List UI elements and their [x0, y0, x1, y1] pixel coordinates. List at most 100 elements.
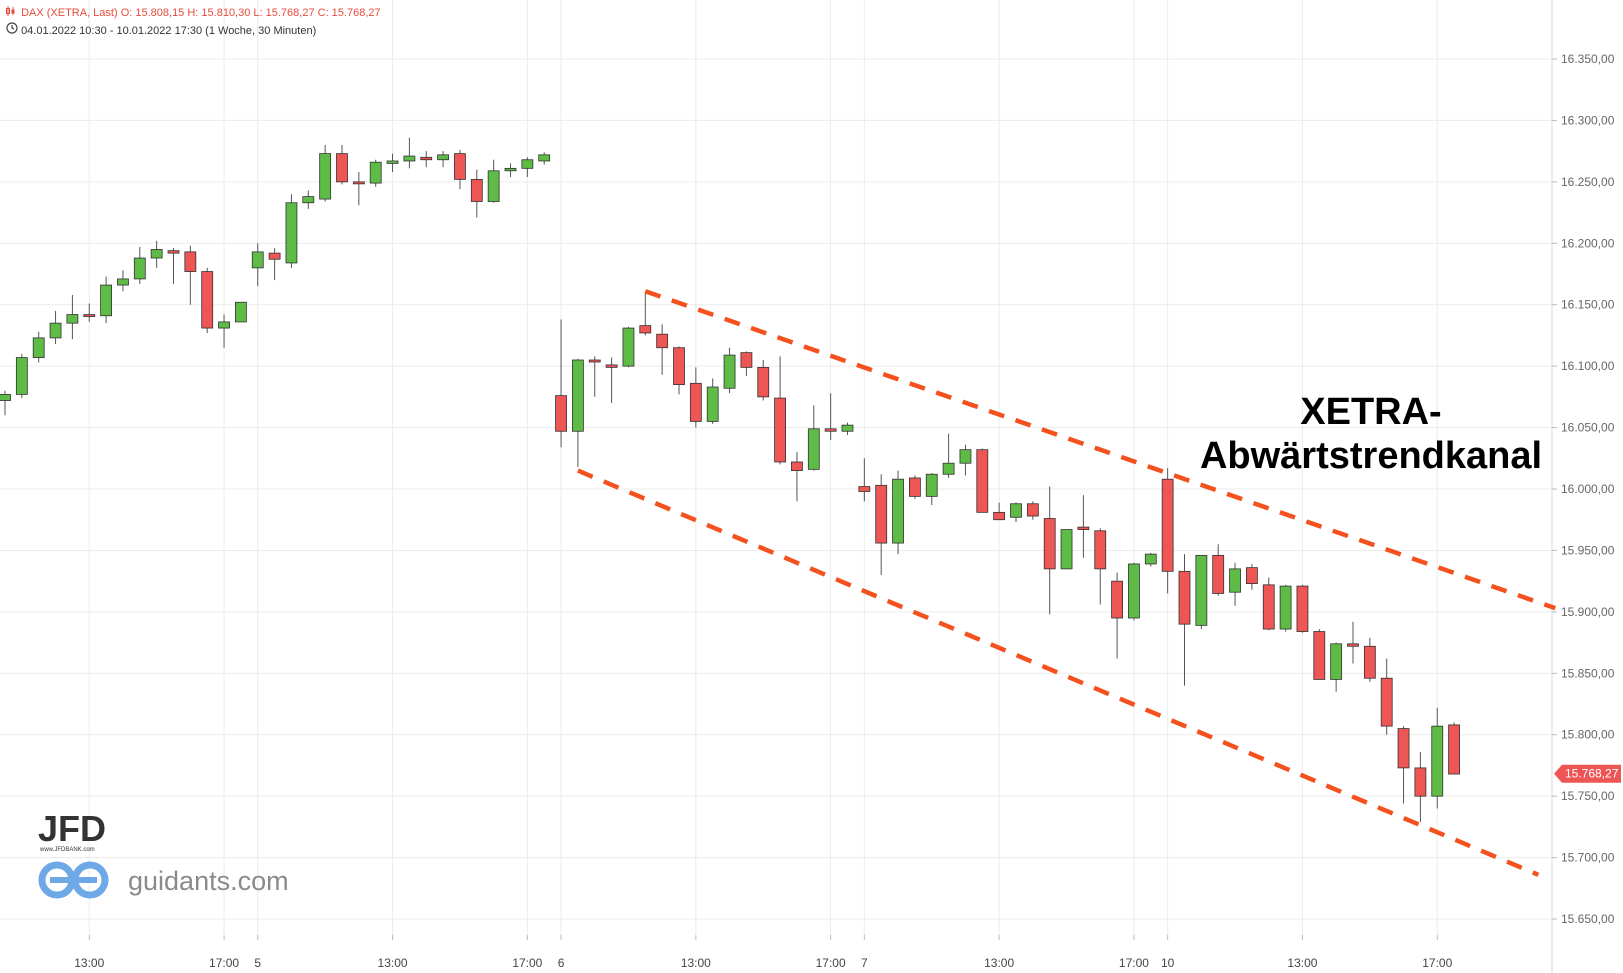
candle-down — [1111, 580, 1123, 619]
candle-up — [925, 473, 938, 497]
y-tick-label: 15.900,00 — [1561, 605, 1615, 619]
candle-up — [1279, 585, 1292, 630]
candle-down — [201, 271, 214, 329]
candle-up — [66, 314, 79, 324]
x-tick-label: 17:00 — [512, 956, 542, 970]
last-price-tag: 15.768,27 — [1554, 764, 1621, 783]
candle-up — [723, 354, 736, 389]
x-tick-label: 13:00 — [681, 956, 711, 970]
candle-down — [83, 314, 96, 317]
candle-up — [504, 167, 517, 172]
y-tick-label: 16.250,00 — [1561, 175, 1615, 189]
candle-up — [251, 251, 264, 269]
candle-down — [1363, 645, 1376, 679]
x-tick-label: 10 — [1161, 956, 1175, 970]
y-tick-label: 16.300,00 — [1561, 113, 1615, 127]
candle-up — [218, 321, 230, 329]
candle-up — [319, 153, 332, 200]
candle-up — [1431, 725, 1444, 797]
y-tick-label: 16.100,00 — [1561, 359, 1615, 373]
x-tick-label: 17:00 — [1422, 956, 1452, 970]
candle-down — [639, 325, 652, 334]
candle-down — [1246, 567, 1258, 585]
candle-down — [588, 359, 601, 363]
candle-down — [1178, 570, 1191, 625]
candle-down — [656, 333, 669, 349]
candle-up — [572, 359, 584, 432]
x-tick-label: 13:00 — [984, 956, 1014, 970]
y-tick-label: 16.050,00 — [1561, 421, 1615, 435]
candle-up — [234, 301, 247, 323]
candle-up — [1330, 643, 1343, 680]
x-axis[interactable]: 13:00 17:00 5 13:00 17:00 6 13:00 17:00 7 13:00 17… — [74, 935, 1453, 970]
candle-down — [1212, 554, 1225, 594]
candle-down — [858, 486, 871, 492]
grid-lines — [0, 0, 1552, 935]
candle-down — [993, 511, 1006, 521]
x-tick-label: 6 — [558, 956, 565, 970]
x-tick-label: 17:00 — [816, 956, 846, 970]
candle-down — [167, 250, 180, 254]
candle-up — [15, 357, 28, 395]
candle-down — [470, 179, 483, 202]
candle-down — [1026, 503, 1039, 517]
candle-down — [352, 181, 365, 185]
y-tick-label: 15.700,00 — [1561, 851, 1615, 865]
candle-down — [555, 395, 567, 432]
x-tick-label: 13:00 — [74, 956, 104, 970]
candle-up — [49, 322, 62, 339]
y-tick-label: 16.150,00 — [1561, 298, 1615, 312]
y-tick-label: 15.850,00 — [1561, 666, 1615, 680]
candle-down — [1077, 526, 1090, 530]
candle-down — [757, 366, 770, 398]
y-tick-label: 16.000,00 — [1561, 482, 1615, 496]
trendline-lower-channel — [577, 468, 1540, 877]
y-tick-label: 15.950,00 — [1561, 543, 1615, 557]
candle-up — [302, 196, 315, 204]
candle-down — [1313, 631, 1326, 680]
candle-up — [369, 161, 382, 184]
candle-down — [875, 484, 888, 544]
candle-down — [1296, 585, 1309, 632]
y-tick-label: 15.650,00 — [1561, 912, 1615, 926]
guidants-watermark: guidants.com — [38, 861, 289, 899]
candle-up — [133, 257, 146, 280]
candle-down — [454, 153, 466, 180]
period-header: 04.01.2022 10:30 - 10.01.2022 17:30 (1 W… — [6, 22, 316, 37]
candle-down — [689, 382, 702, 422]
candle-up — [942, 462, 955, 475]
candle-up — [285, 202, 298, 264]
y-axis[interactable]: 16.350,00 16.300,00 16.250,00 16.200,00 16.1… — [1552, 52, 1615, 926]
candle-up — [100, 284, 112, 317]
candle-down — [824, 428, 837, 432]
candle-down — [976, 449, 989, 513]
x-tick-label: 17:00 — [209, 956, 239, 970]
candle-down — [673, 347, 685, 385]
candle-down — [1161, 478, 1174, 572]
candle-up — [1128, 563, 1140, 619]
period-text: 04.01.2022 10:30 - 10.01.2022 17:30 (1 W… — [21, 25, 317, 37]
candle-up — [892, 478, 904, 544]
candle-up — [1060, 529, 1073, 570]
candle-down — [791, 461, 803, 471]
headline-line-2: Abwärtstrendkanal — [1200, 435, 1542, 477]
candles — [0, 137, 1460, 822]
chart-headline: XETRA- Abwärtstrendkanal — [1200, 391, 1542, 477]
jfd-watermark: JFD www.JFDBANK.com — [38, 808, 106, 853]
candle-down — [1347, 643, 1359, 647]
candle-down — [184, 251, 197, 272]
y-tick-label: 16.350,00 — [1561, 52, 1615, 66]
clock-icon — [6, 22, 21, 37]
last-price-label: 15.768,27 — [1565, 767, 1619, 781]
y-tick-label: 15.750,00 — [1561, 789, 1615, 803]
jfd-logo: JFD — [38, 808, 106, 849]
candle-up — [521, 159, 534, 169]
candle-down — [1414, 767, 1427, 797]
x-tick-label: 13:00 — [378, 956, 408, 970]
guidants-logo-icon — [38, 861, 109, 899]
candle-up — [487, 170, 500, 202]
candle-up — [959, 449, 972, 464]
candle-down — [1397, 728, 1410, 769]
jfd-url: www.JFDBANK.com — [39, 847, 95, 853]
candle-up — [841, 424, 854, 432]
